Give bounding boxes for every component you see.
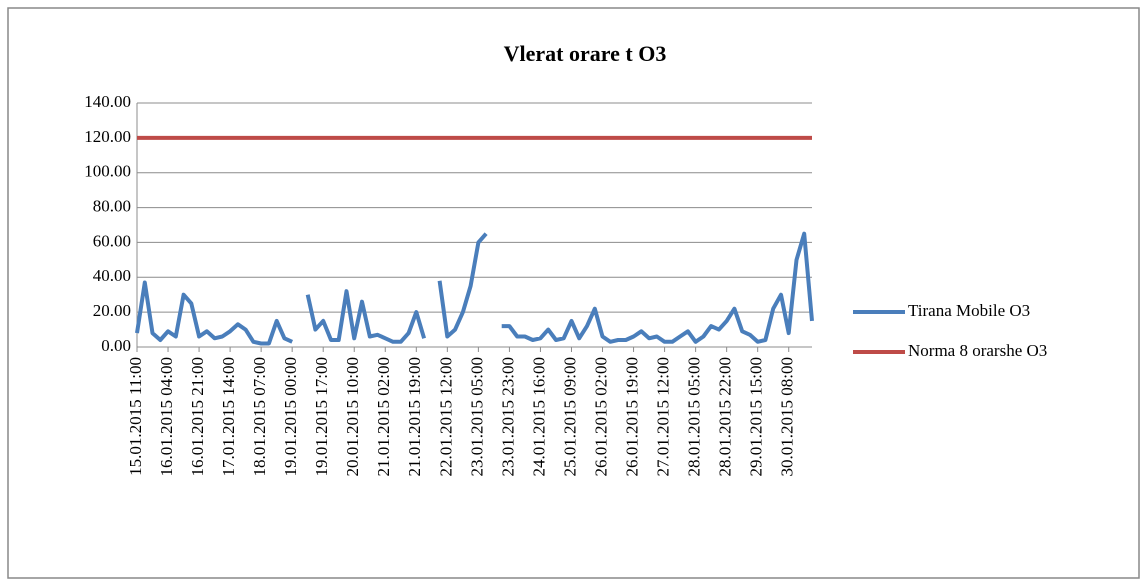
x-tick-label: 16.01.2015 21:00 [188, 357, 207, 476]
x-tick-label: 20.01.2015 10:00 [343, 357, 362, 476]
x-tick-label: 24.01.2015 16:00 [529, 357, 548, 476]
x-tick-label: 15.01.2015 11:00 [126, 357, 145, 476]
x-tick-label: 26.01.2015 19:00 [622, 357, 641, 476]
x-tick-label: 23.01.2015 23:00 [498, 357, 517, 476]
legend-label: Norma 8 orarshe O3 [908, 341, 1047, 360]
y-tick-label: 40.00 [93, 266, 131, 285]
x-tick-label: 23.01.2015 05:00 [467, 357, 486, 476]
y-tick-label: 80.00 [93, 196, 131, 215]
y-tick-label: 100.00 [84, 162, 131, 181]
x-tick-label: 18.01.2015 07:00 [250, 357, 269, 476]
y-tick-label: 60.00 [93, 231, 131, 250]
chart-frame [7, 7, 1140, 579]
legend-label: Tirana Mobile O3 [908, 301, 1030, 320]
x-tick-label: 21.01.2015 02:00 [374, 357, 393, 476]
x-tick-label: 29.01.2015 15:00 [747, 357, 766, 476]
x-tick-label: 26.01.2015 02:00 [591, 357, 610, 476]
y-tick-label: 0.00 [101, 336, 131, 355]
y-tick-label: 120.00 [84, 127, 131, 146]
x-tick-label: 28.01.2015 22:00 [716, 357, 735, 476]
x-tick-label: 22.01.2015 12:00 [436, 357, 455, 476]
line-series [135, 231, 814, 346]
y-tick-label: 140.00 [84, 92, 131, 111]
x-tick-label: 25.01.2015 09:00 [560, 357, 579, 476]
x-tick-label: 19.01.2015 00:00 [281, 357, 300, 476]
x-tick-label: 21.01.2015 19:00 [405, 357, 424, 476]
chart-title: Vlerat orare t O3 [504, 41, 667, 66]
x-tick-label: 27.01.2015 12:00 [653, 357, 672, 476]
x-tick-label: 30.01.2015 08:00 [778, 357, 797, 476]
x-tick-label: 28.01.2015 05:00 [685, 357, 704, 476]
x-tick-label: 17.01.2015 14:00 [219, 357, 238, 476]
y-tick-label: 20.00 [93, 301, 131, 320]
x-tick-label: 19.01.2015 17:00 [312, 357, 331, 476]
x-tick-label: 16.01.2015 04:00 [157, 357, 176, 476]
